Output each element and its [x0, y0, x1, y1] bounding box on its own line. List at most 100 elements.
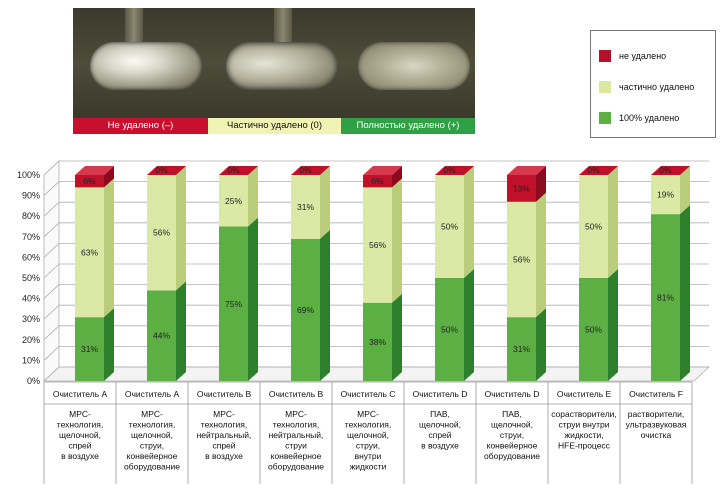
sample-photo [73, 8, 475, 118]
bar-segment [507, 201, 536, 318]
bar-segment [75, 317, 104, 381]
bar-segment-side [176, 281, 186, 381]
category-description: MPC- [141, 409, 163, 419]
category-description: технология, [345, 420, 391, 430]
legend-swatch [599, 50, 611, 62]
data-label: 31% [513, 344, 530, 354]
y-tick-label: 0% [27, 376, 40, 386]
category-name: Очиститель D [485, 389, 540, 399]
bar-segment [291, 238, 320, 381]
bar-segment-side [104, 308, 114, 381]
category-description: сорастворители, [551, 409, 617, 419]
data-label: 0% [155, 165, 168, 175]
bar-segment-side [248, 166, 258, 227]
category-description: оборудование [124, 462, 180, 472]
bar-top-cap [435, 166, 474, 175]
category-description: спрей [68, 441, 91, 451]
legend-swatch [599, 112, 611, 124]
sample-partially-removed [226, 42, 338, 90]
bar-top [507, 166, 546, 175]
y-tick-label: 100% [17, 170, 40, 180]
category-name: Очиститель A [53, 389, 108, 399]
category-description: MPC- [357, 409, 379, 419]
bar-segment-side [536, 308, 546, 381]
category-name: Очиститель B [197, 389, 252, 399]
category-description: струи, [140, 441, 164, 451]
category-description: технология, [57, 420, 103, 430]
data-label: 63% [81, 247, 98, 257]
bar-segment [579, 278, 608, 381]
gridline-diagonal [43, 243, 60, 258]
category-description: щелочной, [347, 430, 389, 440]
category-description: MPC- [285, 409, 307, 419]
bar-segment-side [104, 166, 114, 188]
y-tick-label: 80% [22, 211, 40, 221]
category-description: нейтральный, [197, 430, 252, 440]
data-label: 0% [299, 165, 312, 175]
bar-top-cap [651, 166, 690, 175]
category-name: Очиститель B [269, 389, 324, 399]
category-description: оборудование [268, 462, 324, 472]
data-label: 56% [369, 240, 386, 250]
y-tick-label: 70% [22, 232, 40, 242]
category-description: спрей [428, 430, 451, 440]
category-description: конвейерное [127, 451, 178, 461]
bar-segment-side [608, 269, 618, 381]
category-description: технология, [273, 420, 319, 430]
bar-segment-side [464, 269, 474, 381]
bar-segment-side [680, 205, 690, 381]
category-description: струи, [356, 441, 380, 451]
data-label: 6% [371, 176, 384, 186]
data-label: 0% [227, 165, 240, 175]
legend-label: 100% удалено [619, 113, 680, 123]
data-label: 69% [297, 305, 314, 315]
bar-top-cap [219, 166, 258, 175]
category-description: внутри [355, 451, 382, 461]
data-label: 31% [81, 344, 98, 354]
data-label: 0% [443, 165, 456, 175]
data-label: 50% [585, 222, 602, 232]
bar-segment [147, 290, 176, 381]
category-name: Очиститель D [413, 389, 468, 399]
bar-segment [579, 175, 608, 278]
bar-segment [219, 226, 248, 381]
data-label: 25% [225, 196, 242, 206]
bar-segment [507, 175, 536, 202]
bar-segment-side [104, 178, 114, 318]
data-label: 0% [587, 165, 600, 175]
sample-not-removed [90, 42, 202, 90]
category-description: щелочной, [419, 420, 461, 430]
bar-top [75, 166, 114, 175]
bar-top-cap [579, 166, 618, 175]
data-label: 0% [659, 165, 672, 175]
photo-label-partially-removed: Частично удалено (0) [208, 118, 341, 134]
category-description: конвейерное [487, 441, 538, 451]
category-description: технология, [201, 420, 247, 430]
data-label: 50% [441, 325, 458, 335]
bar-segment-side [392, 178, 402, 303]
bar-segment [75, 175, 104, 188]
data-label: 81% [657, 293, 674, 303]
y-tick-label: 30% [22, 314, 40, 324]
legend-swatch [599, 81, 611, 93]
bar-segment [75, 187, 104, 318]
category-description: оборудование [484, 451, 540, 461]
legend-label: частично удалено [619, 82, 695, 92]
bar-segment [291, 175, 320, 239]
bar-segment-side [608, 166, 618, 278]
category-description: щелочной, [131, 430, 173, 440]
photo-label-not-removed: Не удалено (–) [73, 118, 208, 134]
category-description: ультразвуковая [626, 420, 687, 430]
bar-top [363, 166, 402, 175]
bar-segment-side [248, 217, 258, 381]
bar-segment-side [392, 166, 402, 188]
gridline-diagonal [43, 325, 60, 341]
category-name: Очиститель E [557, 389, 612, 399]
gridline-diagonal [43, 366, 60, 382]
data-label: 19% [657, 190, 674, 200]
bar-top-cap [147, 166, 186, 175]
bar-segment [147, 175, 176, 291]
trace-stripe [125, 8, 143, 48]
data-label: 75% [225, 299, 242, 309]
category-description: жидкости, [564, 430, 603, 440]
